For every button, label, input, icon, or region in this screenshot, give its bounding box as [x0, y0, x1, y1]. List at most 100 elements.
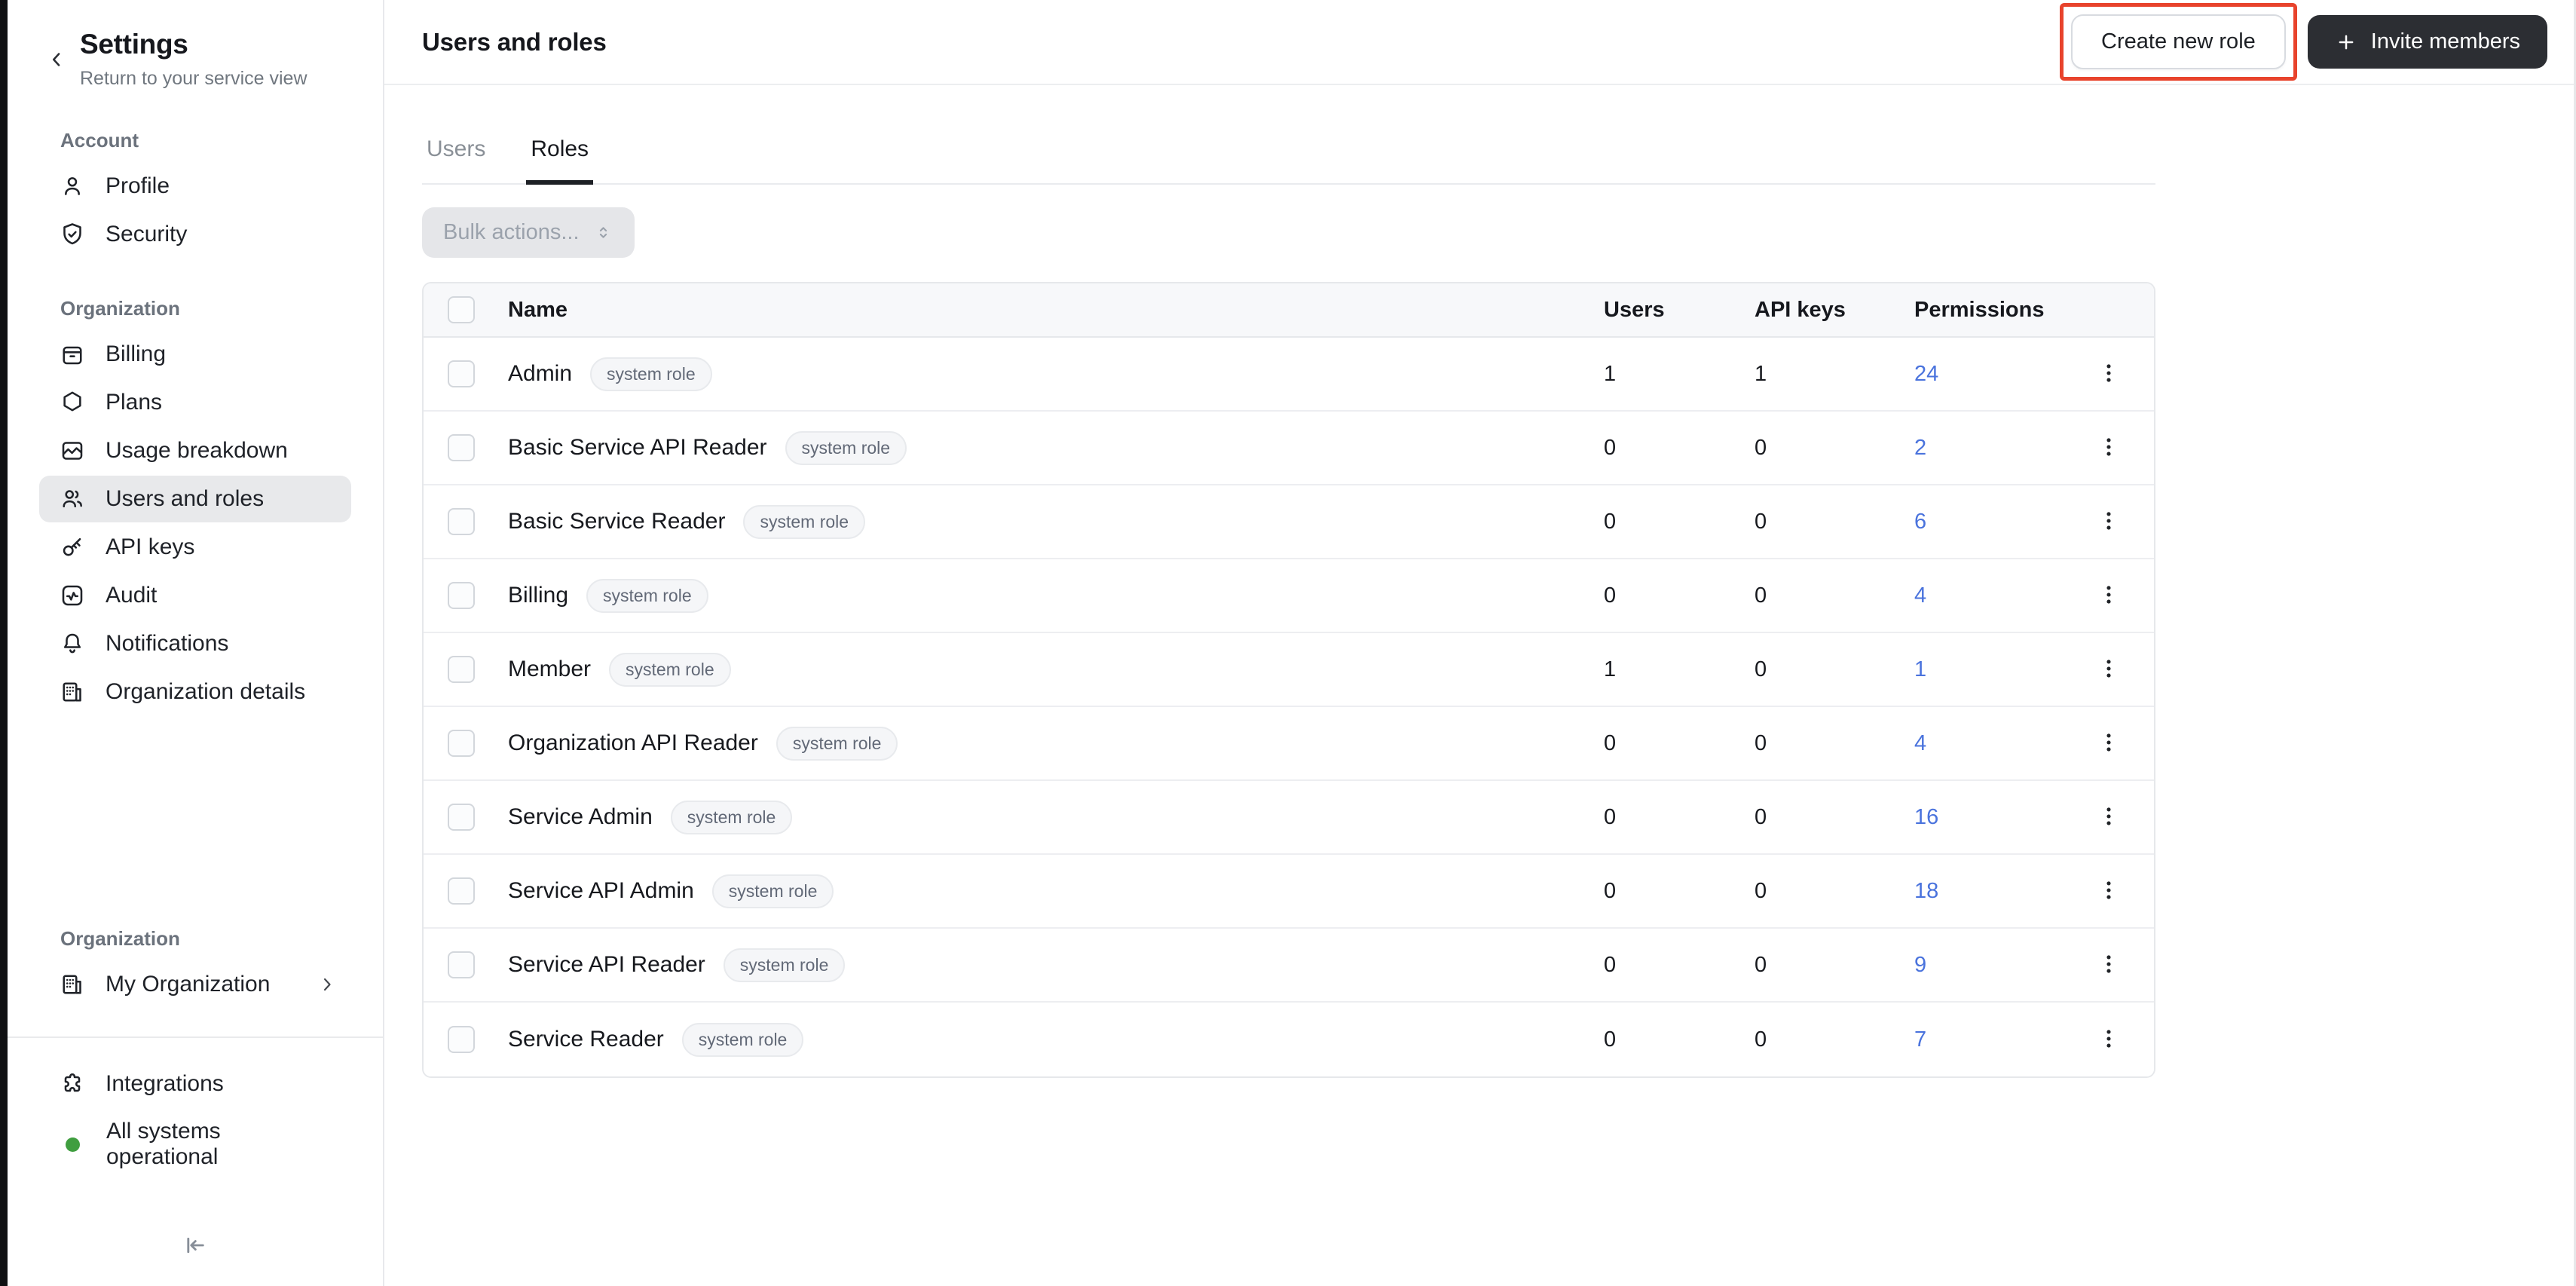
section-label-organization: Organization [60, 297, 180, 320]
select-all-checkbox[interactable] [448, 296, 475, 323]
role-name: Service API Reader [508, 952, 705, 977]
row-checkbox[interactable] [448, 730, 475, 757]
bulk-actions-dropdown[interactable]: Bulk actions... [422, 207, 635, 258]
role-name: Organization API Reader [508, 730, 758, 755]
kebab-menu-button[interactable] [2088, 501, 2130, 543]
bulk-actions-label: Bulk actions... [443, 220, 580, 244]
users-icon [59, 485, 86, 513]
users-count: 0 [1604, 804, 1617, 829]
permissions-link[interactable]: 2 [1914, 435, 1927, 460]
sidebar-item-audit[interactable]: Audit [39, 572, 351, 619]
tab-roles[interactable]: Roles [526, 136, 594, 185]
table-row: Organization API Reader system role 0 0 … [424, 707, 2154, 781]
sidebar-item-usage-breakdown[interactable]: Usage breakdown [39, 427, 351, 474]
plus-icon [2335, 31, 2357, 54]
permissions-link[interactable]: 1 [1914, 657, 1927, 681]
permissions-link[interactable]: 24 [1914, 361, 1939, 386]
permissions-link[interactable]: 16 [1914, 804, 1939, 829]
sidebar-item-security[interactable]: Security [39, 211, 351, 258]
permissions-link[interactable]: 7 [1914, 1027, 1927, 1052]
users-count: 0 [1604, 509, 1617, 534]
system-role-badge: system role [681, 1022, 804, 1057]
role-name: Service Admin [508, 804, 653, 829]
users-count: 0 [1604, 878, 1617, 903]
row-checkbox[interactable] [448, 360, 475, 387]
users-count: 0 [1604, 1027, 1617, 1052]
kebab-menu-button[interactable] [2088, 648, 2130, 690]
kebab-menu-button[interactable] [2088, 870, 2130, 912]
back-button[interactable] [45, 48, 68, 71]
kebab-menu-button[interactable] [2088, 796, 2130, 838]
row-checkbox[interactable] [448, 1026, 475, 1053]
users-count: 1 [1604, 657, 1617, 681]
permissions-link[interactable]: 6 [1914, 509, 1927, 534]
permissions-link[interactable]: 4 [1914, 583, 1927, 608]
kebab-menu-button[interactable] [2088, 1018, 2130, 1061]
row-checkbox[interactable] [448, 804, 475, 831]
permissions-link[interactable]: 18 [1914, 878, 1939, 903]
sidebar-item-label: Billing [106, 341, 167, 366]
collapse-sidebar-button[interactable] [176, 1226, 214, 1266]
api-keys-count: 0 [1755, 878, 1767, 903]
sidebar-item-label: Organization details [106, 679, 306, 704]
api-keys-count: 0 [1755, 730, 1767, 755]
sidebar-nav: Account Profile Security Organization Bi… [8, 90, 383, 717]
permissions-link[interactable]: 4 [1914, 730, 1927, 755]
kebab-menu-button[interactable] [2088, 944, 2130, 986]
sidebar-item-my-organization[interactable]: My Organization [39, 961, 351, 1008]
system-status-indicator[interactable]: All systems operational [39, 1109, 351, 1180]
row-checkbox[interactable] [448, 951, 475, 978]
row-checkbox[interactable] [448, 434, 475, 461]
content-area: Users Roles Bulk actions... Name Users A… [384, 85, 2155, 1078]
kebab-icon [2096, 360, 2122, 388]
kebab-menu-button[interactable] [2088, 574, 2130, 617]
tab-users[interactable]: Users [427, 136, 486, 161]
system-role-badge: system role [590, 357, 712, 391]
bell-icon [59, 630, 86, 657]
table-row: Service API Admin system role 0 0 18 [424, 855, 2154, 929]
kebab-menu-button[interactable] [2088, 353, 2130, 395]
sidebar-item-profile[interactable]: Profile [39, 163, 351, 210]
org-switcher-section: Organization My Organization [8, 927, 383, 1009]
sidebar-item-api-keys[interactable]: API keys [39, 524, 351, 571]
api-keys-count: 0 [1755, 583, 1767, 608]
row-checkbox[interactable] [448, 582, 475, 609]
row-checkbox[interactable] [448, 508, 475, 535]
kebab-icon [2096, 582, 2122, 610]
api-keys-count: 1 [1755, 361, 1767, 386]
section-label-account: Account [60, 129, 139, 152]
chevron-right-icon [317, 974, 338, 995]
invite-members-button[interactable]: Invite members [2307, 15, 2547, 69]
sidebar-item-label: My Organization [106, 972, 271, 997]
permissions-link[interactable]: 9 [1914, 952, 1927, 977]
sidebar-item-label: Audit [106, 583, 158, 608]
kebab-menu-button[interactable] [2088, 722, 2130, 764]
sidebar-item-plans[interactable]: Plans [39, 379, 351, 426]
table-body: Admin system role 1 1 24 Basic Service A… [424, 338, 2154, 1076]
users-count: 0 [1604, 952, 1617, 977]
role-name: Service Reader [508, 1027, 664, 1052]
kebab-menu-button[interactable] [2088, 427, 2130, 469]
sidebar-item-label: API keys [106, 534, 195, 559]
building-icon [59, 971, 86, 998]
sidebar-item-users-and-roles[interactable]: Users and roles [39, 476, 351, 522]
settings-sidebar: Settings Return to your service view Acc… [8, 0, 384, 1286]
column-header-name: Name [508, 297, 568, 322]
table-header-row: Name Users API keys Permissions [424, 283, 2154, 338]
sidebar-item-notifications[interactable]: Notifications [39, 620, 351, 667]
sidebar-item-label: Usage breakdown [106, 438, 288, 463]
system-role-badge: system role [743, 504, 866, 539]
sidebar-item-integrations[interactable]: Integrations [39, 1061, 351, 1107]
row-checkbox[interactable] [448, 877, 475, 905]
section-label-organization-bottom: Organization [60, 927, 180, 950]
user-icon [59, 173, 86, 200]
row-checkbox[interactable] [448, 656, 475, 683]
create-new-role-button[interactable]: Create new role [2071, 14, 2286, 69]
sidebar-item-billing[interactable]: Billing [39, 331, 351, 378]
system-role-badge: system role [711, 874, 834, 908]
sidebar-item-organization-details[interactable]: Organization details [39, 669, 351, 715]
api-keys-count: 0 [1755, 952, 1767, 977]
api-keys-count: 0 [1755, 509, 1767, 534]
system-role-badge: system role [609, 652, 731, 687]
api-keys-count: 0 [1755, 657, 1767, 681]
